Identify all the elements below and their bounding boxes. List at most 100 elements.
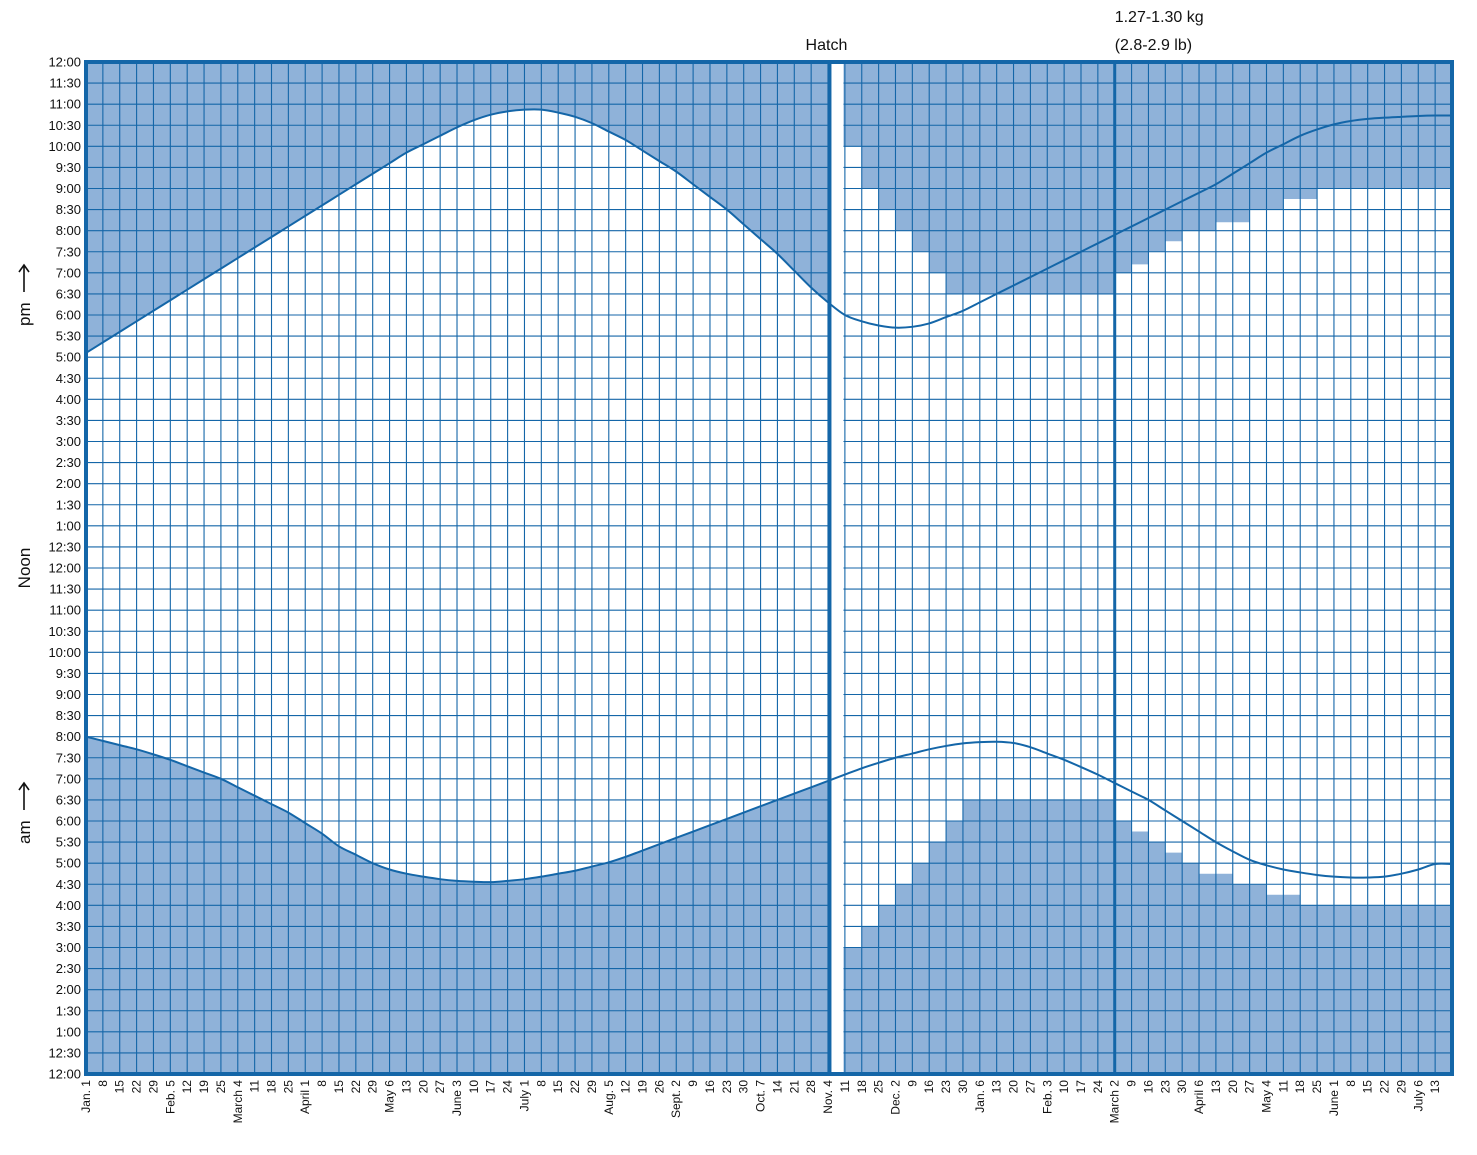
y-tick-label: 9:30 [56,666,81,681]
x-tick-label: Oct. 7 [754,1080,768,1112]
y-tick-label: 5:00 [56,350,81,365]
y-tick-label: 5:00 [56,856,81,871]
x-tick-label: 25 [872,1080,886,1094]
x-tick-label: 8 [315,1080,329,1087]
x-tick-label: 12 [180,1080,194,1094]
x-tick-label: March 2 [1108,1080,1122,1124]
y-tick-label: 3:00 [56,434,81,449]
y-tick-label: 5:30 [56,835,81,850]
x-tick-label: 13 [1209,1080,1223,1094]
y-tick-label: 3:30 [56,919,81,934]
hatch-gap [829,62,844,1074]
y-tick-label: 4:30 [56,371,81,386]
y-tick-label: 2:30 [56,455,81,470]
x-tick-label: 9 [686,1080,700,1087]
y-tick-label: 9:30 [56,160,81,175]
y-tick-label: 12:00 [48,1067,81,1082]
y-tick-label: 8:00 [56,223,81,238]
x-tick-label: 27 [1023,1080,1037,1094]
y-tick-label: 8:30 [56,202,81,217]
x-tick-label: 19 [197,1080,211,1094]
x-tick-label: 25 [1310,1080,1324,1094]
x-tick-label: 25 [281,1080,295,1094]
arrow-icon [18,263,30,292]
x-tick-label: 8 [96,1080,110,1087]
x-tick-label: 27 [433,1080,447,1094]
y-tick-label: 6:30 [56,792,81,807]
x-tick-label: 15 [551,1080,565,1094]
sunset-curve [85,108,1453,354]
y-tick-label: 7:30 [56,244,81,259]
y-tick-label: 1:00 [56,518,81,533]
am-label-text: am [15,820,34,844]
x-tick-label: 18 [855,1080,869,1094]
pm-label-text: pm [15,302,34,326]
x-tick-label: 29 [366,1080,380,1094]
y-tick-label: 1:30 [56,1003,81,1018]
x-tick-label: 30 [737,1080,751,1094]
x-tick-label: 8 [1344,1080,1358,1087]
x-tick-label: 29 [146,1080,160,1094]
y-tick-label: 7:30 [56,750,81,765]
y-tick-label: 10:00 [48,139,81,154]
x-tick-label: 22 [568,1080,582,1094]
pm-label: pm [15,263,34,326]
x-tick-label: 10 [1057,1080,1071,1094]
y-tick-label: 12:30 [48,1045,81,1060]
x-tick-label: 22 [1378,1080,1392,1094]
x-tick-label: 15 [332,1080,346,1094]
y-tick-label: 1:30 [56,497,81,512]
x-tick-label: 13 [399,1080,413,1094]
x-tick-label: 29 [1394,1080,1408,1094]
y-tick-label: 10:00 [48,645,81,660]
x-tick-label: 20 [416,1080,430,1094]
noon-label-text: Noon [15,548,34,589]
y-tick-label: 9:00 [56,687,81,702]
x-tick-label: Jan. 1 [79,1080,93,1113]
x-tick-label: 8 [534,1080,548,1087]
x-tick-label: 20 [1226,1080,1240,1094]
x-tick-label: March 4 [231,1080,245,1124]
x-tick-label: April 1 [298,1080,312,1114]
y-tick-label: 3:30 [56,413,81,428]
x-tick-label: June 1 [1327,1080,1341,1116]
y-tick-label: 10:30 [48,118,81,133]
y-tick-label: 4:00 [56,392,81,407]
x-tick-label: July 1 [517,1080,531,1112]
x-tick-label: 28 [804,1080,818,1094]
am-label: am [15,781,34,844]
x-tick-label: 15 [1361,1080,1375,1094]
x-tick-label: 11 [1276,1080,1290,1093]
x-tick-label: 22 [130,1080,144,1094]
y-tick-label: 9:00 [56,181,81,196]
weight-annotation-kg: 1.27-1.30 kg [1115,9,1204,26]
x-tick-label: 20 [1007,1080,1021,1094]
x-tick-label: June 3 [450,1080,464,1116]
x-tick-label: 25 [214,1080,228,1094]
plot-border [84,60,1454,1076]
x-tick-label: 13 [990,1080,1004,1094]
y-tick-label: 1:00 [56,1024,81,1039]
x-tick-label: 24 [501,1080,515,1094]
sunrise-curve [85,735,1453,884]
x-tick-label: Sept. 2 [669,1080,683,1118]
x-tick-label: 11 [248,1080,262,1093]
hatch-annotation: Hatch [806,37,848,54]
x-tick-label: 11 [838,1080,852,1093]
arrow-icon [18,781,30,810]
x-tick-label: 9 [905,1080,919,1087]
x-tick-label: 24 [1091,1080,1105,1094]
x-tick-label: 23 [1158,1080,1172,1094]
x-tick-label: Dec. 2 [888,1080,902,1115]
x-tick-label: 29 [585,1080,599,1094]
x-tick-label: 27 [1243,1080,1257,1094]
noon-label: Noon [15,548,34,589]
y-tick-label: 6:30 [56,286,81,301]
x-tick-label: 10 [467,1080,481,1094]
y-tick-label: 7:00 [56,771,81,786]
x-tick-label: Jan. 6 [973,1080,987,1113]
x-tick-label: 16 [703,1080,717,1094]
y-tick-label: 8:00 [56,729,81,744]
y-tick-label: 12:00 [48,55,81,70]
